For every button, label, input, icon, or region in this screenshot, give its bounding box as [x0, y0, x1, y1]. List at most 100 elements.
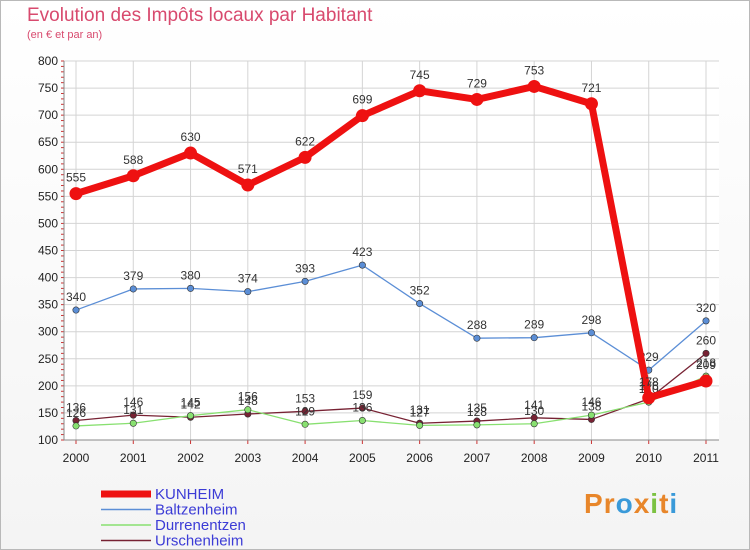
chart-subtitle: (en € et par an) — [27, 29, 103, 41]
data-point — [129, 285, 137, 293]
series-line — [74, 82, 707, 402]
logo-letter: i — [669, 488, 679, 519]
data-point — [416, 421, 424, 429]
data-point — [527, 79, 541, 93]
x-tick-label: 2011 — [693, 451, 719, 465]
data-point — [584, 97, 598, 111]
data-label: 146 — [123, 395, 143, 409]
data-label: 588 — [123, 153, 143, 167]
data-point — [69, 187, 83, 201]
data-label: 571 — [238, 162, 258, 176]
data-label: 393 — [295, 261, 315, 275]
data-label: 729 — [467, 76, 487, 90]
y-tick-label: 700 — [38, 108, 58, 122]
logo-letter: o — [615, 488, 634, 519]
data-point — [126, 169, 140, 183]
data-label: 138 — [581, 399, 601, 413]
data-label: 135 — [467, 401, 487, 415]
series-kunheim: 555 588 630 571 622 699 745 729 753 721 178 209 — [66, 63, 716, 405]
x-tick-label: 2003 — [234, 451, 261, 465]
data-label: 555 — [66, 171, 86, 185]
y-tick-label: 600 — [38, 162, 58, 176]
data-label: 340 — [66, 290, 86, 304]
data-point — [187, 284, 195, 292]
data-point — [358, 404, 366, 412]
y-tick-label: 100 — [38, 433, 58, 447]
data-point — [301, 407, 309, 415]
data-label: 622 — [295, 134, 315, 148]
data-label: 142 — [181, 397, 201, 411]
x-tick-label: 2005 — [349, 451, 376, 465]
data-point — [129, 419, 137, 427]
data-point — [298, 150, 312, 164]
y-tick-label: 300 — [38, 325, 58, 339]
data-label: 753 — [524, 63, 544, 77]
data-point — [301, 420, 309, 428]
data-label: 136 — [352, 401, 372, 415]
data-label: 209 — [696, 358, 716, 372]
data-label: 745 — [410, 68, 430, 82]
data-point — [72, 306, 80, 314]
data-label: 288 — [467, 318, 487, 332]
data-label: 630 — [181, 130, 201, 144]
y-tick-label: 350 — [38, 298, 58, 312]
data-label: 131 — [410, 403, 430, 417]
data-point — [244, 288, 252, 296]
data-label: 131 — [123, 403, 143, 417]
data-point — [702, 349, 710, 357]
x-tick-label: 2009 — [578, 451, 605, 465]
logo-letter: i — [650, 488, 660, 519]
data-label: 127 — [410, 405, 430, 419]
data-point — [358, 261, 366, 269]
x-tick-label: 2004 — [292, 451, 319, 465]
data-label: 260 — [696, 333, 716, 347]
data-label: 380 — [181, 268, 201, 282]
data-label: 374 — [238, 272, 258, 286]
data-point — [702, 317, 710, 325]
y-tick-label: 800 — [38, 54, 58, 68]
y-tick-label: 450 — [38, 244, 58, 258]
data-label: 129 — [295, 404, 315, 418]
legend-label: KUNHEIM — [155, 486, 224, 503]
data-label: 128 — [467, 405, 487, 419]
data-label: 130 — [524, 404, 544, 418]
data-point — [72, 422, 80, 430]
x-tick-label: 2001 — [120, 451, 147, 465]
data-label: 298 — [581, 313, 601, 327]
data-label: 178 — [639, 375, 659, 389]
data-label: 320 — [696, 301, 716, 315]
data-point — [187, 412, 195, 420]
data-label: 141 — [524, 398, 544, 412]
data-label: 148 — [238, 394, 258, 408]
legend-label: Urschenheim — [155, 533, 243, 550]
logo-letter: r — [603, 488, 616, 519]
data-label: 423 — [352, 245, 372, 259]
data-point — [587, 329, 595, 337]
y-tick-label: 250 — [38, 352, 58, 366]
y-tick-label: 650 — [38, 135, 58, 149]
data-label: 159 — [352, 388, 372, 402]
data-point — [129, 411, 137, 419]
data-label: 146 — [581, 395, 601, 409]
data-point — [699, 374, 713, 388]
y-tick-label: 500 — [38, 216, 58, 230]
data-label: 699 — [352, 93, 372, 107]
data-point — [358, 417, 366, 425]
data-point — [470, 92, 484, 106]
data-label: 352 — [410, 284, 430, 298]
proxiti-logo: Proxiti — [584, 488, 678, 520]
x-tick-label: 2000 — [63, 451, 90, 465]
x-tick-label: 2002 — [177, 451, 204, 465]
x-tick-label: 2007 — [464, 451, 491, 465]
data-point — [355, 109, 369, 123]
data-point — [184, 146, 198, 160]
legend-label: Baltzenheim — [155, 502, 238, 519]
data-label: 289 — [524, 318, 544, 332]
series-line — [75, 375, 707, 427]
data-point — [530, 334, 538, 342]
data-point — [642, 391, 656, 405]
logo-letter: x — [633, 488, 651, 519]
